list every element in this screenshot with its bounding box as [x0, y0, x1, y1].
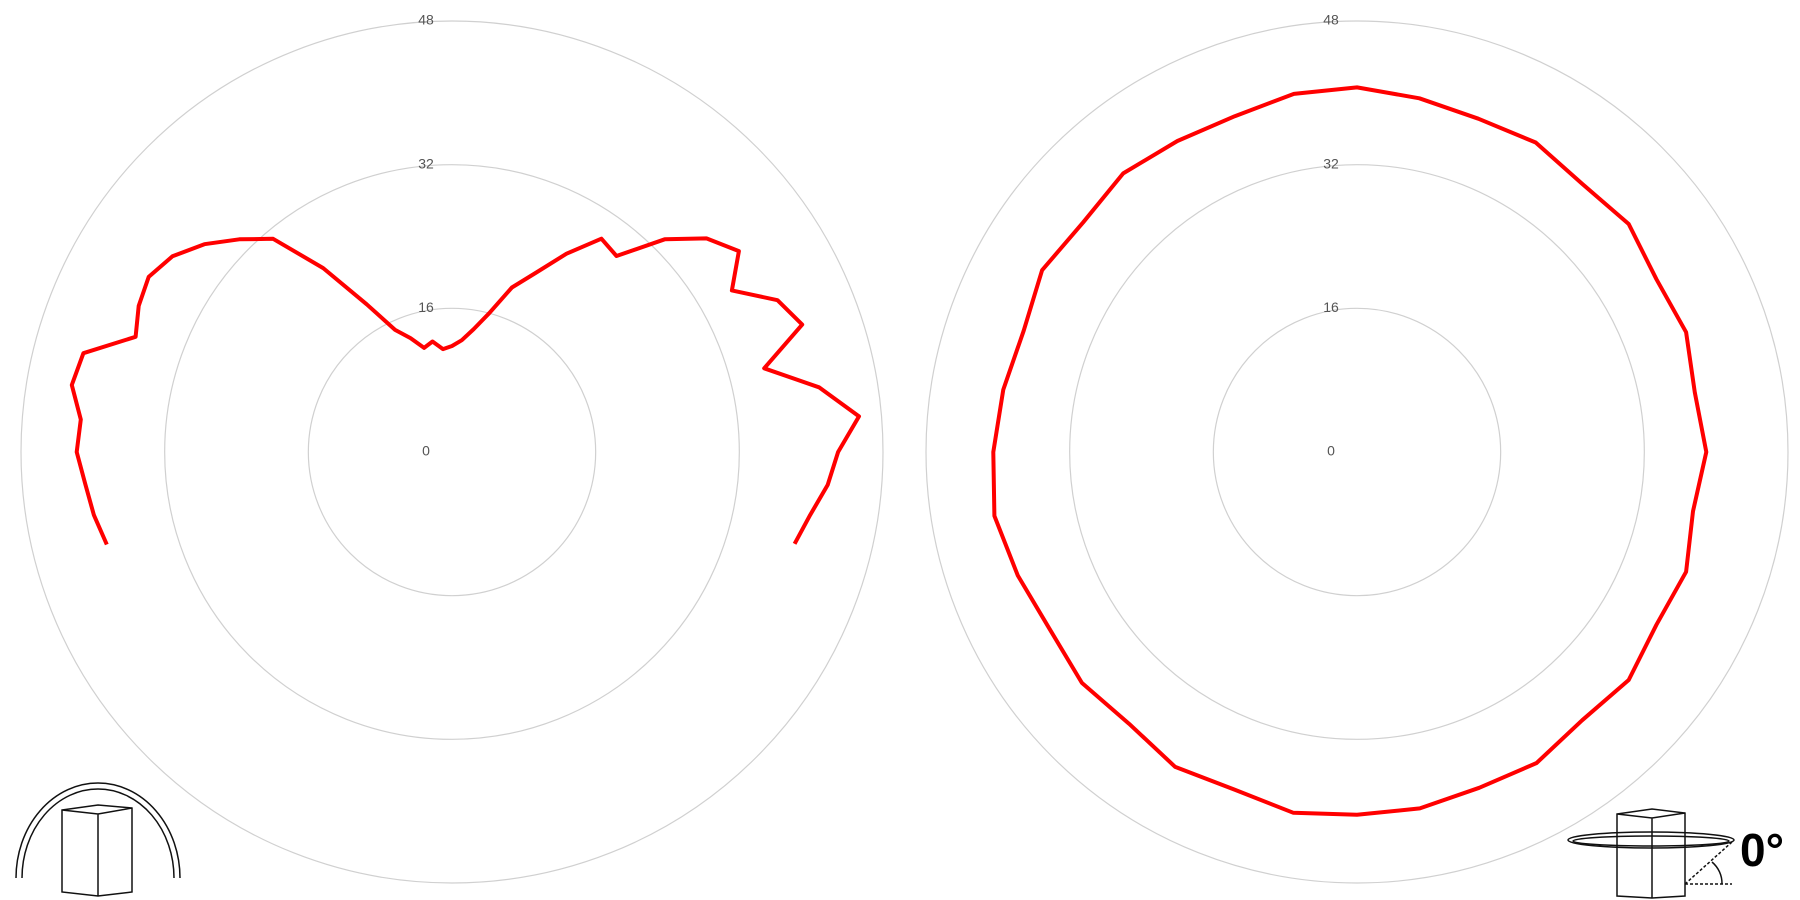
polar-line — [991, 85, 1709, 817]
polar-line — [69, 236, 861, 546]
r-tick-label: 48 — [418, 12, 434, 28]
grid-ring — [1212, 307, 1502, 597]
grid-ring — [1069, 164, 1645, 740]
polar-chart: 0 16 32 48 — [925, 12, 1789, 884]
grid-ring — [925, 20, 1789, 884]
rotation-icon — [1567, 808, 1735, 899]
r-tick-label: 32 — [1323, 155, 1339, 171]
r-tick-label: 32 — [418, 155, 434, 171]
grid-ring — [307, 307, 597, 597]
grid-ring — [20, 20, 884, 884]
r-tick-label: 0 — [1327, 443, 1335, 459]
r-tick-label: 16 — [1323, 299, 1339, 315]
angle-label: 0° — [1740, 824, 1784, 876]
grid-ring — [164, 164, 740, 740]
r-tick-label: 16 — [418, 299, 434, 315]
r-tick-label: 0 — [422, 443, 430, 459]
r-tick-label: 48 — [1323, 12, 1339, 28]
polar-chart: 0 16 32 48 — [20, 12, 884, 884]
dome-icon — [15, 782, 181, 897]
